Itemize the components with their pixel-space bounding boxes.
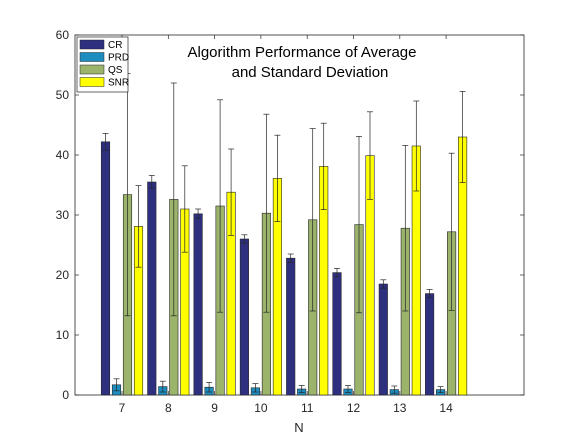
legend-label-snr: SNR bbox=[108, 78, 129, 89]
error-bar-prd-12 bbox=[345, 385, 351, 393]
bar-cr-9 bbox=[193, 213, 203, 396]
error-bar-qs-14 bbox=[448, 152, 455, 311]
x-tick-label: 13 bbox=[393, 401, 407, 415]
axes-layer: 0 10 20 30 40 50 60 7 8 9 10 11 12 13 14 bbox=[56, 28, 524, 415]
bars-layer bbox=[100, 73, 468, 396]
legend-label-qs: QS bbox=[108, 65, 123, 76]
error-bar-cr-11 bbox=[287, 253, 294, 263]
error-bar-qs-13 bbox=[402, 145, 409, 312]
bar-cr-8 bbox=[147, 181, 157, 396]
chart-title-line-2: and Standard Deviation bbox=[232, 64, 389, 81]
x-tick-label: 14 bbox=[439, 401, 453, 415]
x-tick-label: 9 bbox=[211, 401, 218, 415]
bar-cr-10 bbox=[239, 238, 249, 396]
y-tick-label: 50 bbox=[56, 88, 70, 102]
error-bar-prd-13 bbox=[391, 385, 398, 394]
error-bar-cr-7 bbox=[102, 133, 109, 151]
y-tick-label: 60 bbox=[56, 28, 70, 42]
chart-title-line-1: Algorithm Performance of Average bbox=[187, 44, 416, 61]
error-bar-qs-9 bbox=[217, 99, 224, 313]
error-bar-qs-11 bbox=[309, 128, 316, 312]
error-bar-cr-8 bbox=[148, 175, 155, 189]
legend-swatch-prd bbox=[79, 52, 105, 62]
error-bar-snr-14 bbox=[459, 91, 466, 183]
x-axis-label: N bbox=[294, 420, 303, 435]
error-bar-cr-13 bbox=[380, 279, 387, 289]
x-tick-label: 12 bbox=[347, 401, 361, 415]
error-bar-snr-11 bbox=[320, 122, 327, 210]
error-bar-prd-14 bbox=[437, 386, 444, 393]
error-bar-prd-8 bbox=[159, 380, 166, 393]
x-tick-label: 7 bbox=[119, 401, 126, 415]
error-bar-qs-12 bbox=[356, 136, 362, 314]
error-bar-snr-9 bbox=[228, 148, 235, 236]
bar-cr-14 bbox=[425, 293, 435, 396]
error-bar-prd-10 bbox=[252, 383, 259, 393]
x-tick-label: 10 bbox=[254, 401, 268, 415]
error-bar-prd-7 bbox=[113, 378, 120, 392]
error-bar-prd-9 bbox=[206, 382, 213, 393]
error-bar-snr-13 bbox=[413, 100, 420, 192]
error-bar-snr-10 bbox=[274, 134, 281, 222]
x-tick-label: 8 bbox=[165, 401, 172, 415]
y-tick-label: 0 bbox=[62, 388, 69, 402]
error-bar-qs-10 bbox=[263, 113, 270, 313]
legend-swatch-snr bbox=[79, 77, 105, 87]
error-bar-cr-9 bbox=[195, 208, 202, 219]
error-bar-cr-12 bbox=[334, 268, 340, 278]
bar-cr-12 bbox=[332, 272, 342, 396]
error-bar-snr-12 bbox=[367, 111, 373, 200]
bar-cr-11 bbox=[286, 257, 296, 396]
y-tick-label: 20 bbox=[56, 268, 70, 282]
x-tick-label: 11 bbox=[301, 401, 314, 415]
error-bar-snr-7 bbox=[135, 185, 142, 268]
y-tick-label: 10 bbox=[56, 328, 70, 342]
bar-cr-7 bbox=[100, 141, 111, 396]
error-bar-prd-11 bbox=[298, 385, 305, 393]
legend-label-prd: PRD bbox=[108, 53, 129, 64]
bar-cr-13 bbox=[378, 283, 388, 396]
legend-label-cr: CR bbox=[108, 40, 122, 51]
legend-swatch-cr bbox=[79, 39, 105, 50]
y-tick-label: 40 bbox=[56, 148, 70, 162]
error-bar-snr-8 bbox=[181, 165, 188, 253]
y-tick-label: 30 bbox=[56, 208, 70, 222]
legend-swatch-qs bbox=[79, 64, 105, 75]
error-bar-cr-14 bbox=[426, 289, 433, 299]
error-bar-cr-10 bbox=[241, 234, 248, 244]
error-bar-qs-8 bbox=[170, 82, 177, 317]
